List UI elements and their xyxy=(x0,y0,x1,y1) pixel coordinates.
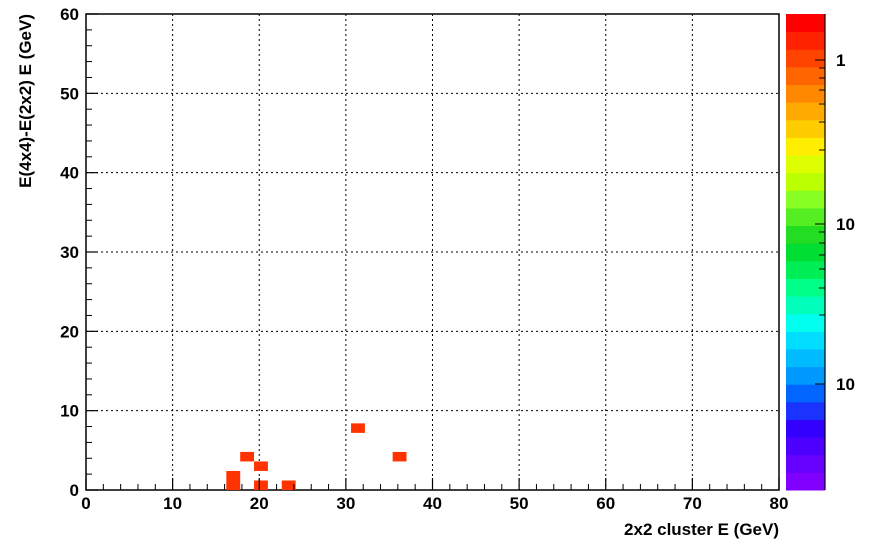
heatmap-cell xyxy=(226,470,241,481)
x-tick-label: 20 xyxy=(250,494,269,513)
y-tick-label: 40 xyxy=(60,164,79,183)
colorbar-swatch xyxy=(786,472,825,491)
x-tick-label: 70 xyxy=(683,494,702,513)
colorbar-swatch xyxy=(786,49,825,68)
y-tick-label: 60 xyxy=(60,5,79,24)
heatmap-cell xyxy=(392,451,407,462)
heatmap-cell xyxy=(240,451,255,462)
heatmap-cell xyxy=(351,423,365,433)
heatmap-cell xyxy=(254,461,268,471)
colorbar-swatch xyxy=(786,190,825,209)
heatmap-cell xyxy=(254,480,268,490)
colorbar-swatch xyxy=(786,401,825,420)
colorbar-swatch xyxy=(786,366,825,385)
x-tick-label: 10 xyxy=(163,494,182,513)
x-tick-label: 50 xyxy=(510,494,529,513)
colorbar-swatch xyxy=(786,84,825,103)
colorbar-swatch xyxy=(786,331,825,350)
x-tick-label: 40 xyxy=(423,494,442,513)
colorbar-swatch xyxy=(786,278,825,297)
y-tick-label: 20 xyxy=(60,322,79,341)
y-tick-label: 10 xyxy=(60,402,79,421)
colorbar-swatch xyxy=(786,243,825,262)
colorbar-swatch xyxy=(786,172,825,191)
colorbar-swatch xyxy=(786,437,825,456)
heatmap-cell xyxy=(281,480,296,490)
x-tick-label: 80 xyxy=(770,494,789,513)
x-tick-label: 0 xyxy=(81,494,90,513)
colorbar-tick-label: 10 xyxy=(836,215,855,234)
colorbar-swatch xyxy=(786,454,825,473)
x-axis-label: 2x2 cluster E (GeV) xyxy=(624,520,779,539)
colorbar-swatch xyxy=(786,14,825,33)
colorbar-swatch xyxy=(786,384,825,403)
heatmap-cell xyxy=(226,480,241,490)
colorbar-swatch xyxy=(786,260,825,279)
colorbar-swatch xyxy=(786,137,825,156)
colorbar-swatch xyxy=(786,225,825,244)
colorbar-swatch xyxy=(786,207,825,227)
colorbar-swatch xyxy=(786,313,825,332)
colorbar-tick-label: 1 xyxy=(836,51,845,70)
colorbar-tick-label: 10 xyxy=(836,375,855,394)
x-tick-label: 30 xyxy=(336,494,355,513)
colorbar-swatch xyxy=(786,155,825,174)
y-tick-label: 0 xyxy=(70,481,79,500)
colorbar-swatch xyxy=(786,419,825,438)
colorbar-swatch xyxy=(786,119,825,138)
colorbar-swatch xyxy=(786,66,825,86)
x-tick-label: 60 xyxy=(596,494,615,513)
colorbar-swatch xyxy=(786,102,825,121)
colorbar-swatch xyxy=(786,31,825,50)
colorbar-swatch xyxy=(786,296,825,315)
y-axis-label: E(4x4)-E(2x2) E (GeV) xyxy=(16,14,35,188)
colorbar-swatch xyxy=(786,348,825,368)
y-tick-label: 30 xyxy=(60,243,79,262)
y-tick-label: 50 xyxy=(60,84,79,103)
